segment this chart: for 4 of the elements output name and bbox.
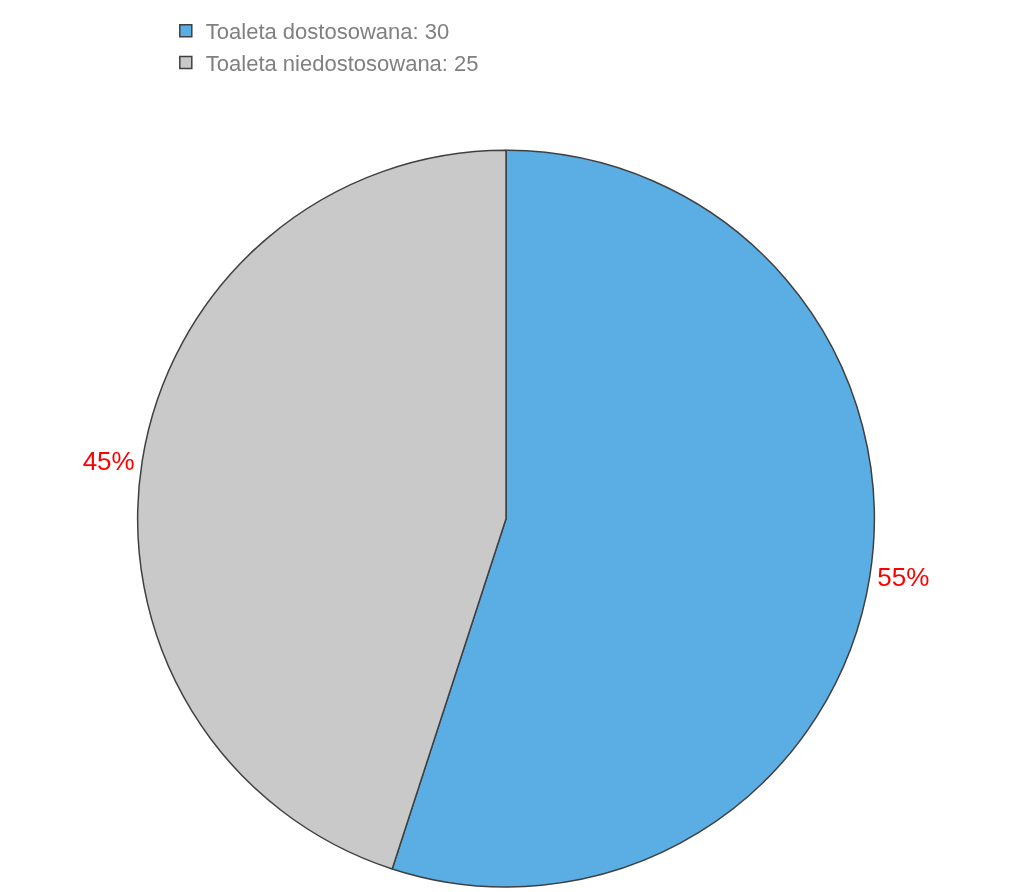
legend-label: Toaleta niedostosowana: 25 (205, 50, 479, 76)
data-label: 55% (877, 561, 930, 592)
data-label: 45% (82, 445, 135, 476)
legend-label: Toaleta dostosowana: 30 (205, 19, 450, 45)
